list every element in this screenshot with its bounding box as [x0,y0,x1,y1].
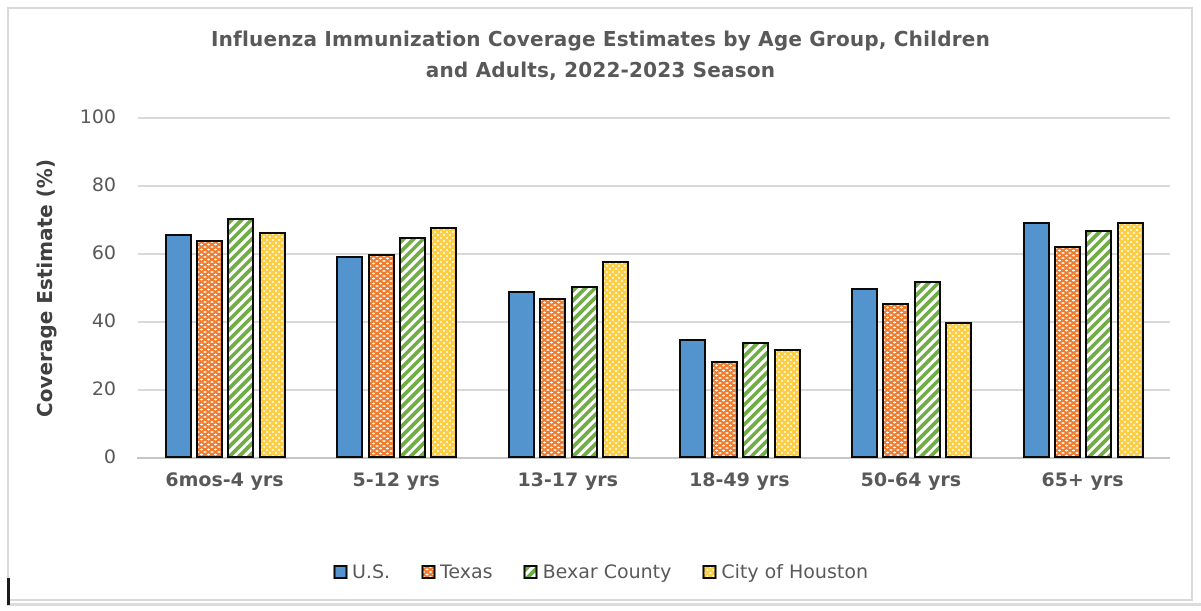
y-tick-label-60: 60 [91,242,116,264]
legend-label-bexar: Bexar County [542,561,672,583]
gridline-100 [138,117,1170,119]
bar-texas-2 [367,254,395,458]
bar-texas-5 [882,303,910,458]
bar-texas-3 [539,298,567,458]
x-category-label-3: 13-17 yrs [517,469,618,491]
next-element-top-border [7,603,1201,606]
y-tick-label-100: 100 [79,106,116,128]
y-tick-label-0: 0 [103,446,116,468]
bar-bexar-4 [742,342,770,458]
gridline-40 [138,321,1170,323]
x-category-label-2: 5-12 yrs [352,469,440,491]
y-axis-title: Coverage Estimate (%) [30,118,60,458]
bar-texas-6 [1053,245,1081,458]
gridline-60 [138,253,1170,255]
bar-bexar-1 [227,218,255,458]
legend: U.S. Texas Bexar County City of Houston [333,561,868,583]
legend-item-houston: City of Houston [702,561,868,583]
bar-houston-5 [945,322,973,458]
gridline-80 [138,185,1170,187]
y-tick-label-40: 40 [91,310,116,332]
bar-us-6 [1022,221,1050,458]
gridline-20 [138,389,1170,391]
x-category-label-4: 18-49 yrs [689,469,790,491]
legend-swatch-texas [421,565,436,579]
chart-title: Influenza Immunization Coverage Estimate… [210,27,991,82]
legend-item-us: U.S. [333,561,390,583]
bar-houston-4 [773,349,801,458]
bar-bexar-6 [1085,230,1113,458]
x-axis-line [137,457,1170,459]
bar-houston-6 [1116,221,1144,458]
legend-swatch-bexar [523,565,538,579]
y-tick-label-20: 20 [91,378,116,400]
bar-us-2 [336,255,364,458]
legend-item-texas: Texas [421,561,493,583]
bar-houston-1 [258,231,286,458]
bar-houston-2 [430,226,458,458]
legend-swatch-houston [702,565,717,579]
x-category-label-1: 6mos-4 yrs [165,469,284,491]
bar-us-4 [679,339,707,458]
legend-item-bexar: Bexar County [523,561,672,583]
x-category-label-5: 50-64 yrs [860,469,962,491]
legend-label-houston: City of Houston [721,561,868,583]
bar-bexar-5 [913,281,941,458]
y-tick-label-80: 80 [91,174,116,196]
bar-texas-1 [195,240,223,458]
bar-bexar-2 [398,237,426,458]
bar-bexar-3 [570,286,598,458]
bar-us-5 [850,288,878,458]
bar-houston-3 [601,260,629,458]
next-element-left-edge [7,578,10,605]
legend-label-us: U.S. [352,561,391,583]
x-category-label-6: 65+ yrs [1041,469,1124,491]
legend-label-texas: Texas [440,561,493,583]
bar-us-3 [507,291,535,458]
bar-us-1 [164,233,192,458]
legend-swatch-us [333,565,347,579]
bar-texas-4 [710,361,738,458]
